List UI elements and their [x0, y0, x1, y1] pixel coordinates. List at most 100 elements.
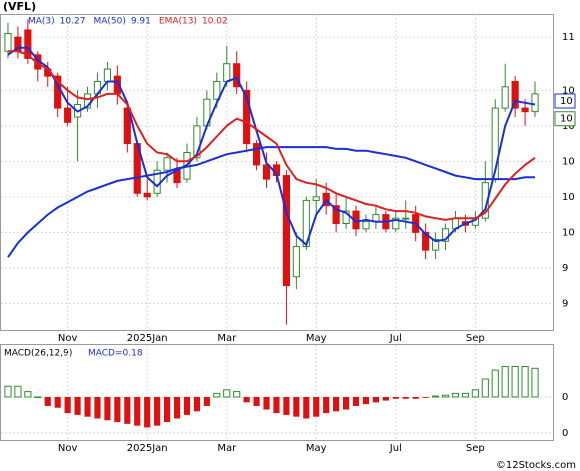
macd-bar [441, 394, 450, 398]
candle-body [4, 33, 12, 52]
macd-bar [372, 396, 379, 403]
legend-name: EMA(13) [159, 17, 197, 27]
macd-bar [114, 396, 121, 423]
candle-body [312, 196, 320, 201]
macd-bar [283, 396, 290, 415]
macd-bar [481, 378, 489, 398]
macd-bar [352, 396, 360, 406]
x-tick-label: Jul [389, 333, 402, 344]
candle-body [342, 210, 350, 224]
ma-line [7, 46, 536, 247]
macd-title: MACD(26,12,9) [4, 349, 72, 359]
candle-body [262, 164, 271, 180]
x-tick-label: Mar [217, 443, 237, 454]
macd-bar [183, 396, 191, 415]
x-tick-label: Jul [389, 443, 402, 454]
ma-line [8, 50, 536, 221]
candle-body [392, 217, 400, 230]
macd-bar [382, 396, 389, 401]
candle-body [422, 231, 430, 251]
candle-body [332, 205, 340, 224]
x-tick-label: May [306, 333, 327, 344]
candle-body [253, 143, 261, 166]
x-tick-label: 2025Jan [127, 333, 168, 344]
y-tick-label: 9 [562, 263, 568, 274]
candle-body [123, 107, 131, 145]
macd-bar [501, 366, 509, 398]
macd-bar [144, 396, 151, 428]
y-tick-label: 10 [562, 192, 575, 203]
macd-bar [193, 396, 200, 412]
macd-bar [54, 396, 61, 408]
macd-bar [402, 396, 409, 399]
macd-bar [203, 396, 210, 406]
x-tick-label: Nov [58, 443, 78, 454]
macd-bar [104, 396, 111, 421]
macd-bar [333, 396, 340, 412]
macd-bar [173, 396, 181, 419]
candle-body [501, 86, 509, 109]
macd-bar [253, 396, 260, 406]
macd-bar [392, 396, 399, 399]
macd-bar [432, 395, 440, 398]
macd-bar [243, 396, 250, 403]
macd-bar [273, 396, 280, 414]
macd-bar [293, 396, 300, 417]
macd-bar [451, 392, 460, 398]
y-tick-label: 10 [562, 121, 575, 132]
macd-bar [24, 391, 32, 398]
legend-name: MA(50) [93, 17, 125, 27]
macd-bar [94, 396, 101, 419]
candle-body [521, 107, 529, 113]
candle-body [24, 29, 32, 59]
ma-line [7, 146, 535, 258]
macd-panel [0, 344, 554, 441]
macd-bar [34, 396, 42, 398]
candle-body [193, 125, 201, 159]
macd-tick-label: 0 [562, 392, 568, 403]
macd-bar [154, 396, 161, 426]
chart-title: (VFL) [3, 0, 36, 13]
x-tick-label: May [306, 443, 327, 454]
macd-value: MACD=0.18 [88, 349, 143, 359]
candle-body [511, 80, 519, 109]
macd-bar [531, 367, 539, 398]
legend-value: 10.27 [60, 17, 86, 27]
macd-bar [323, 396, 330, 414]
footer: ©12Stocks.com [496, 460, 576, 471]
macd-bar [471, 389, 479, 398]
macd-bar [164, 396, 171, 423]
macd-bar [223, 389, 231, 398]
legend-value: 9.91 [131, 17, 151, 27]
macd-bar [521, 366, 529, 398]
macd-bar [343, 396, 350, 410]
candle-body [292, 246, 300, 278]
candle-body [362, 221, 370, 230]
candle-body [432, 238, 440, 251]
macd-bar [362, 396, 370, 405]
macd-bar [263, 396, 270, 410]
x-tick-label: Nov [58, 333, 78, 344]
x-tick-label: 2025Jan [127, 443, 168, 454]
macd-bar [124, 396, 131, 424]
macd-bar [422, 396, 429, 398]
macd-bar [134, 396, 141, 426]
macd-tick-label: 0 [562, 428, 568, 439]
macd-bar [303, 396, 310, 419]
macd-bar [233, 391, 241, 398]
macd-bar [313, 396, 320, 417]
x-tick-label: Sep [466, 333, 485, 344]
macd-bar [412, 396, 419, 399]
macd-bar [84, 396, 91, 417]
y-tick-label: 11 [562, 32, 575, 43]
price-box [554, 111, 576, 127]
candle-body [302, 199, 310, 248]
candle-body [531, 93, 539, 113]
price-label: 10 [560, 114, 573, 125]
candle-body [213, 80, 221, 100]
candle-body [402, 217, 410, 220]
macd-bar [74, 396, 81, 415]
candle-body [223, 63, 231, 82]
x-tick-label: Mar [217, 333, 237, 344]
